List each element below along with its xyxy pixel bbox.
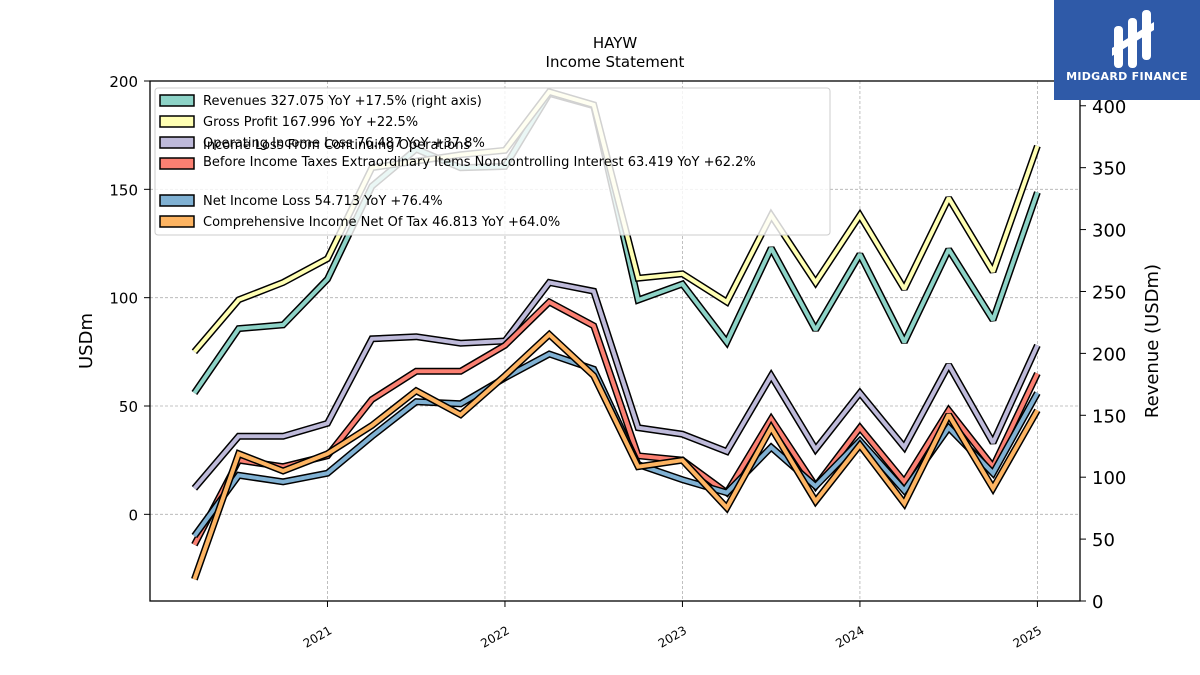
legend-swatch xyxy=(159,194,195,207)
legend-swatch xyxy=(159,157,195,170)
y2-tick-label: 0 xyxy=(1092,592,1103,613)
x-tick-label: 2021 xyxy=(301,623,334,650)
series-line xyxy=(192,331,1040,580)
plot-frame xyxy=(149,80,1081,602)
legend-swatch xyxy=(159,94,195,107)
legend-label: Income Loss From Continuing Operations Be… xyxy=(203,138,756,170)
legend-label: Comprehensive Income Net Of Tax 46.813 Y… xyxy=(203,215,560,230)
x-tick-label: 2025 xyxy=(1011,623,1044,650)
y-tick-label: 100 xyxy=(109,290,138,308)
legend-swatch xyxy=(159,115,195,128)
legend-label: Gross Profit 167.996 YoY +22.5% xyxy=(203,115,418,130)
series-layer xyxy=(191,87,1041,581)
x-tick-label: 2022 xyxy=(478,623,511,650)
series-2 xyxy=(191,278,1041,491)
y2-tick-label: 350 xyxy=(1092,159,1126,180)
y-tick-label: 200 xyxy=(109,73,138,91)
y2-axis-label: Revenue (USDm) xyxy=(1142,264,1163,418)
series-5 xyxy=(191,329,1041,581)
brand-name: MIDGARD FINANCE xyxy=(1066,70,1188,83)
legend-label: Revenues 327.075 YoY +17.5% (right axis) xyxy=(203,94,482,109)
y2-tick-label: 150 xyxy=(1092,406,1126,427)
y2-tick-label: 400 xyxy=(1092,97,1126,118)
x-tick-label: 2023 xyxy=(656,623,689,650)
y-tick-label: 0 xyxy=(128,506,138,524)
y2-tick-label: 50 xyxy=(1092,530,1115,551)
y-axis-label: USDm xyxy=(76,313,97,369)
y2-tick-label: 100 xyxy=(1092,468,1126,489)
legend-swatch xyxy=(159,136,195,149)
legend: Revenues 327.075 YoY +17.5% (right axis)… xyxy=(154,87,831,236)
chart-title: HAYW xyxy=(593,34,638,52)
y2-tick-label: 250 xyxy=(1092,282,1126,303)
y-tick-label: 50 xyxy=(119,398,138,416)
legend-label: Net Income Loss 54.713 YoY +76.4% xyxy=(203,194,443,209)
brand-logo: MIDGARD FINANCE xyxy=(1054,0,1200,100)
chart-subtitle: Income Statement xyxy=(546,53,685,71)
legend-swatch xyxy=(159,215,195,228)
series-line xyxy=(192,280,1040,490)
midgard-logo-icon xyxy=(1112,10,1154,68)
y-tick-label: 150 xyxy=(109,181,138,199)
legend-box xyxy=(154,87,831,236)
legend-label: Operating Income Loss 76.487 YoY +37.8% xyxy=(203,136,485,151)
y2-tick-label: 200 xyxy=(1092,344,1126,365)
x-tick-label: 2024 xyxy=(833,623,866,650)
y2-tick-label: 300 xyxy=(1092,221,1126,242)
